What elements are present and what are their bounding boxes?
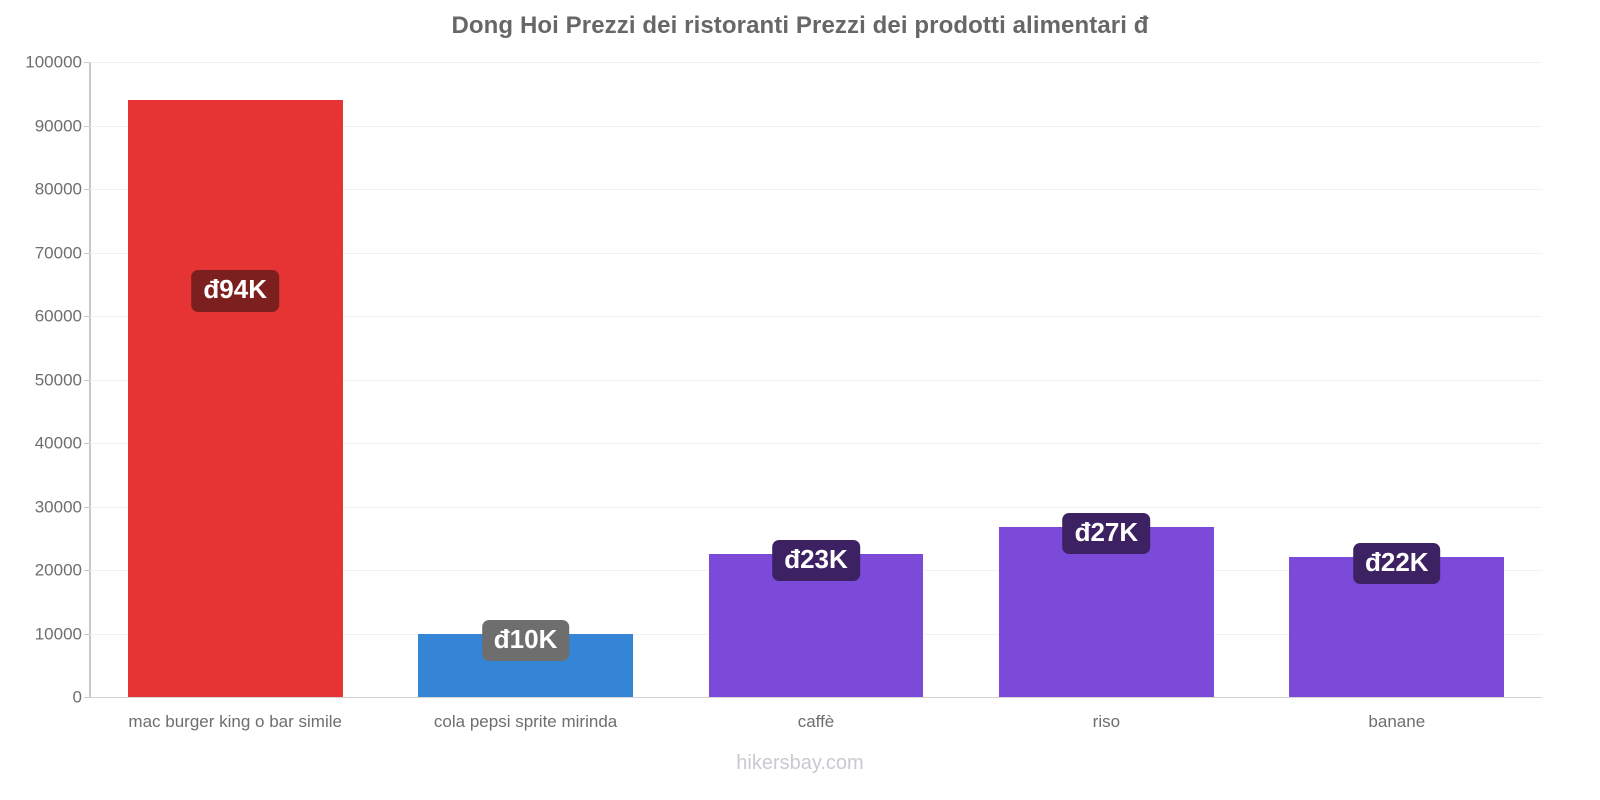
y-axis-tick-label: 30000 (34, 497, 82, 516)
bar-group[interactable]: đ22K (1289, 62, 1505, 697)
x-axis-tick-label: mac burger king o bar simile (128, 712, 342, 731)
gridline (90, 506, 1542, 508)
y-axis-tick-label: 60000 (34, 306, 82, 326)
y-axis-tick-labels: 100000 90000 80000 70000 60000 50000 40000 3000… (0, 0, 90, 800)
plot-area: đ94K đ10K đ23K đ27K đ22K (90, 62, 1542, 697)
gridline (90, 252, 1542, 254)
gridline (90, 62, 1542, 63)
bar-group[interactable]: đ10K (418, 62, 634, 697)
bar-group[interactable]: đ27K (998, 62, 1214, 697)
y-axis-tick-mark (84, 379, 90, 381)
y-axis-tick-mark (84, 252, 90, 254)
y-axis-tick-label: 50000 (34, 370, 82, 389)
y-axis-tick-mark (84, 316, 90, 317)
y-axis-tick-label: 0 (72, 687, 82, 707)
bar[interactable] (998, 526, 1214, 697)
y-axis-tick-label: 100000 (25, 52, 82, 72)
x-axis-line (89, 697, 1542, 698)
chart-title: Dong Hoi Prezzi dei ristoranti Prezzi de… (451, 12, 1149, 39)
gridline (90, 189, 1542, 190)
gridline (90, 316, 1542, 317)
bar-group[interactable]: đ23K (708, 62, 924, 697)
y-axis-tick-mark (84, 125, 90, 127)
y-axis-tick-mark (84, 633, 90, 635)
y-axis-tick-label: 20000 (34, 560, 82, 580)
bar-value-badge: đ94K (191, 270, 279, 312)
y-axis-tick-mark (84, 506, 90, 508)
y-axis-tick-mark (84, 570, 90, 571)
y-axis-tick-label: 70000 (34, 243, 82, 262)
bar[interactable] (127, 100, 343, 697)
watermark-label: hikersbay.com (736, 752, 864, 774)
gridline (90, 125, 1542, 127)
y-axis-tick-label: 80000 (34, 179, 82, 199)
x-axis-tick-label: riso (1092, 712, 1121, 731)
y-axis-tick-label: 10000 (34, 624, 82, 643)
x-axis-tick-label: banane (1368, 712, 1426, 731)
bar-value-badge: đ22K (1352, 542, 1441, 584)
bar-value-badge: đ27K (1062, 512, 1151, 555)
bar-value-badge: đ23K (772, 540, 860, 582)
x-axis-tick-label: cola pepsi sprite mirinda (433, 712, 618, 731)
gridline (90, 379, 1542, 381)
gridline (90, 443, 1542, 444)
y-axis-tick-mark (84, 62, 90, 63)
y-axis-tick-label: 90000 (34, 116, 82, 135)
bar-group[interactable]: đ94K (127, 62, 343, 697)
y-axis-tick-mark (84, 443, 90, 444)
y-axis-tick-label: 40000 (34, 433, 82, 453)
bar-value-badge: đ10K (481, 619, 570, 661)
y-axis-tick-mark (84, 189, 90, 190)
x-axis-tick-label: caffè (797, 712, 835, 731)
y-axis-tick-mark (84, 697, 90, 698)
